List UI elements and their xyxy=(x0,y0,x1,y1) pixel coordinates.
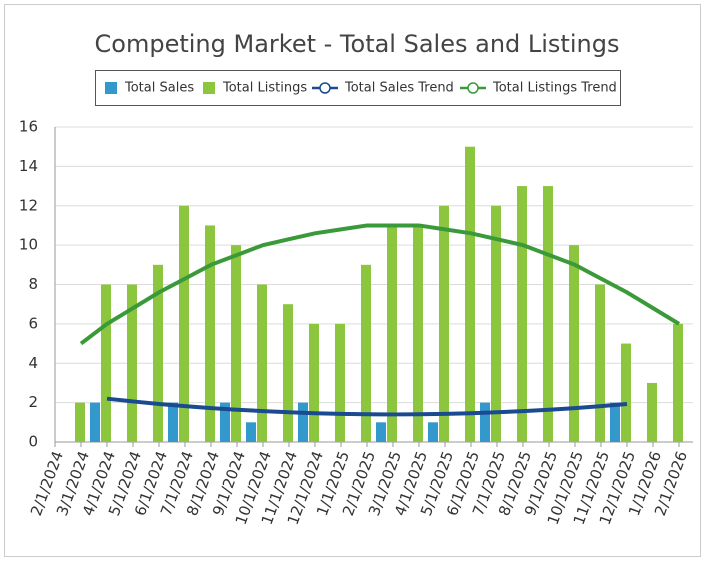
legend-label: Total Sales Trend xyxy=(344,81,454,96)
legend-swatch xyxy=(105,82,117,94)
bar xyxy=(335,323,345,442)
legend xyxy=(95,70,621,106)
bar xyxy=(205,225,215,442)
y-tick-label: 2 xyxy=(28,393,38,411)
bar xyxy=(153,264,163,442)
bar xyxy=(647,382,657,442)
bar xyxy=(428,422,438,442)
bar xyxy=(179,205,189,442)
legend-label: Total Listings xyxy=(222,81,307,96)
bar xyxy=(168,402,178,442)
trend-line xyxy=(79,223,681,346)
bar xyxy=(569,245,579,442)
bar xyxy=(517,186,527,442)
legend-swatch xyxy=(203,82,215,94)
bar xyxy=(376,422,386,442)
legend-swatch xyxy=(319,82,331,94)
trend-line xyxy=(106,396,628,417)
y-tick-label: 6 xyxy=(28,314,38,332)
bar xyxy=(90,402,100,442)
bar xyxy=(257,284,267,442)
bar xyxy=(309,323,319,442)
legend-swatch xyxy=(467,82,479,94)
bar xyxy=(231,245,241,442)
bar xyxy=(480,402,490,442)
bar xyxy=(75,402,85,442)
bar xyxy=(246,422,256,442)
bar xyxy=(361,264,371,442)
bar xyxy=(673,323,683,442)
y-tick-label: 12 xyxy=(19,196,38,214)
bar xyxy=(283,304,293,442)
y-tick-label: 16 xyxy=(19,118,38,136)
y-tick-label: 14 xyxy=(19,157,38,175)
bar xyxy=(439,205,449,442)
bar xyxy=(595,284,605,442)
bar xyxy=(220,402,230,442)
bar xyxy=(298,402,308,442)
bar xyxy=(465,146,475,442)
y-tick-label: 8 xyxy=(28,275,38,293)
bar xyxy=(413,225,423,442)
y-tick-label: 4 xyxy=(28,354,38,372)
legend-label: Total Listings Trend xyxy=(492,81,617,96)
chart-title: Competing Market - Total Sales and Listi… xyxy=(95,30,620,58)
bar xyxy=(610,402,620,442)
bar xyxy=(621,343,631,442)
bar xyxy=(543,186,553,442)
bar xyxy=(127,284,137,442)
bar xyxy=(387,225,397,442)
legend-label: Total Sales xyxy=(124,81,194,96)
bar xyxy=(491,205,501,442)
bar xyxy=(101,284,111,442)
y-tick-label: 10 xyxy=(19,236,38,254)
y-tick-label: 0 xyxy=(28,433,38,451)
